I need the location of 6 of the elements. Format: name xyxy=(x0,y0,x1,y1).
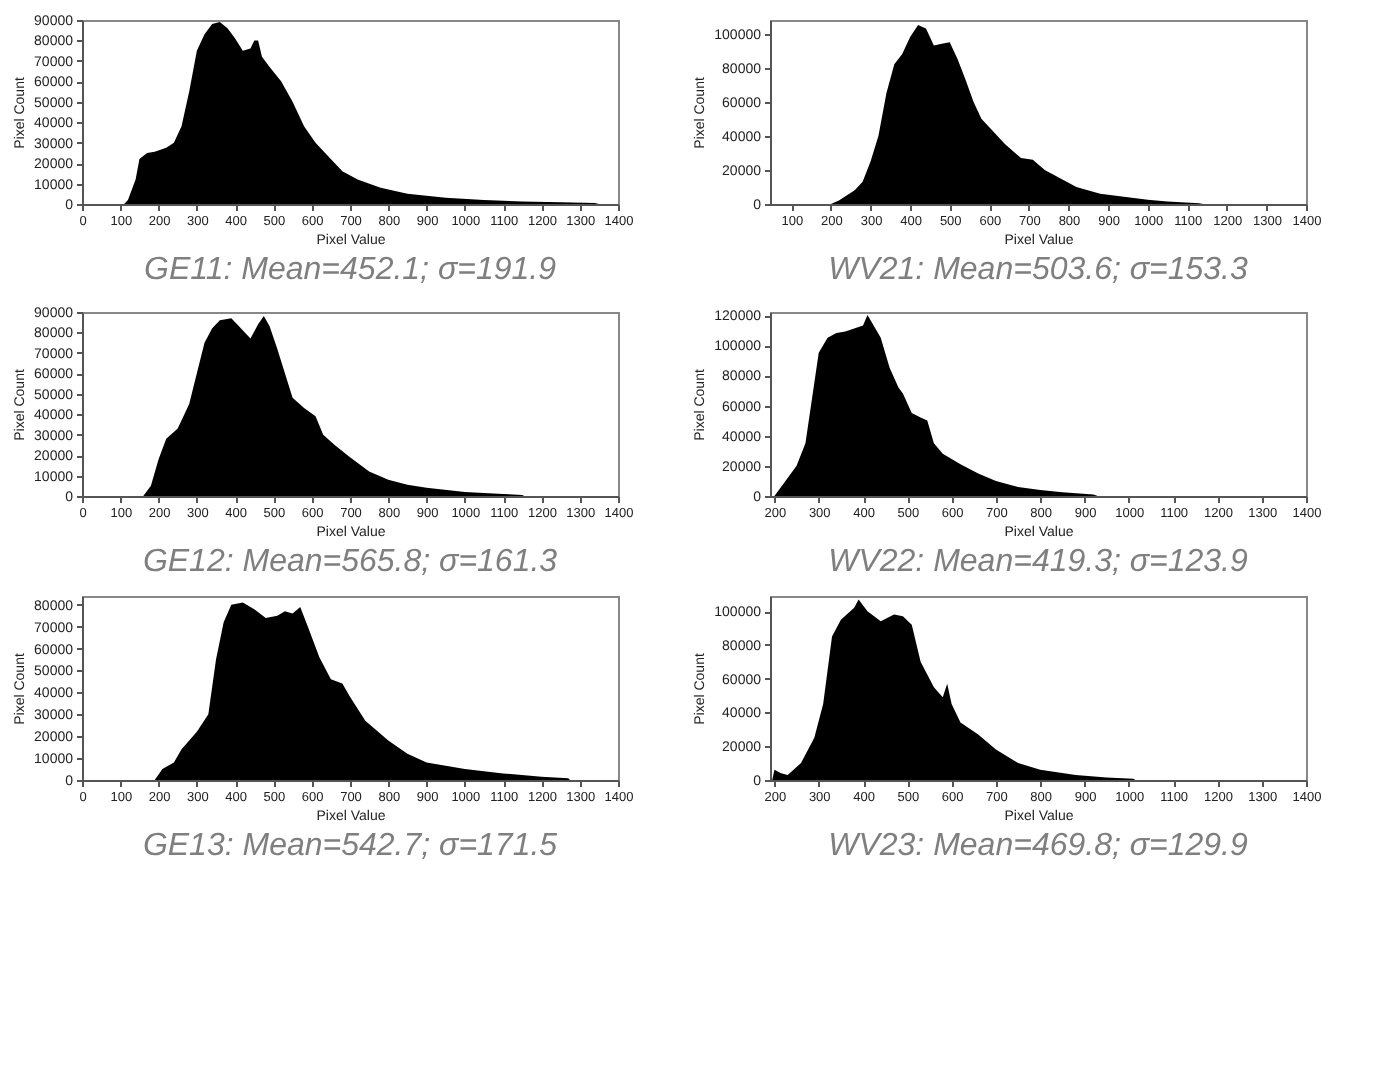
text: GE12: Mean=565.8; σ=161.3 xyxy=(142,545,558,579)
text: WV21: Mean=503.6; σ=153.3 xyxy=(828,253,1248,287)
text: WV22: Mean=419.3; σ=123.9 xyxy=(828,545,1248,579)
text: GE11: Mean=452.1; σ=191.9 xyxy=(144,253,557,287)
text: WV23: Mean=469.8; σ=129.9 xyxy=(828,829,1248,863)
text: GE13: Mean=542.7; σ=171.5 xyxy=(142,829,558,863)
